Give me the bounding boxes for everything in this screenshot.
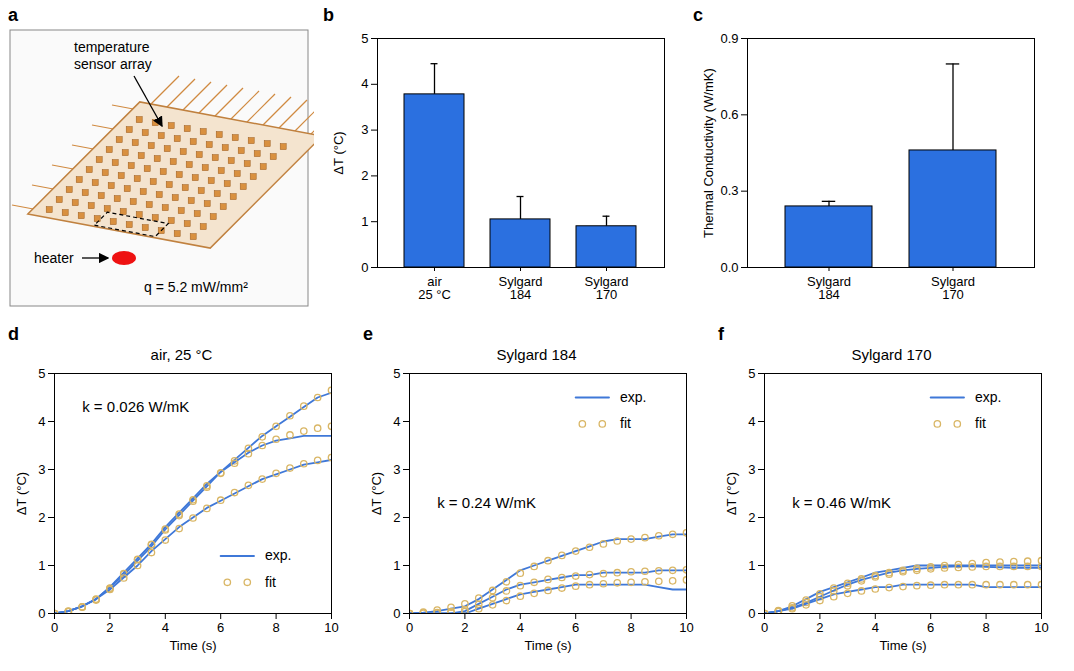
svg-text:Sylgard170: Sylgard170 — [931, 274, 975, 302]
svg-text:4: 4 — [361, 76, 368, 91]
svg-text:0: 0 — [51, 620, 58, 635]
html-text:Sylgard 184: Sylgard 184 — [496, 346, 577, 363]
svg-text:1: 1 — [361, 214, 368, 229]
svg-text:0: 0 — [761, 620, 768, 635]
svg-text:1: 1 — [38, 558, 45, 573]
html-text:f: f — [718, 324, 724, 344]
svg-text:fit: fit — [620, 415, 631, 431]
svg-text:0.3: 0.3 — [720, 183, 738, 198]
svg-text:0: 0 — [748, 606, 755, 621]
svg-text:Sylgard170: Sylgard170 — [584, 274, 628, 302]
svg-text:8: 8 — [272, 620, 279, 635]
svg-text:0: 0 — [406, 620, 413, 635]
svg-text:10: 10 — [324, 620, 338, 635]
svg-text:5: 5 — [748, 366, 755, 381]
svg-text:fit: fit — [265, 574, 276, 590]
svg-text:exp.: exp. — [620, 389, 646, 405]
svg-text:5: 5 — [361, 31, 368, 46]
svg-text:2: 2 — [748, 510, 755, 525]
svg-text:4: 4 — [38, 414, 45, 429]
svg-text:2: 2 — [106, 620, 113, 635]
svg-text:5: 5 — [393, 366, 400, 381]
svg-text:0: 0 — [393, 606, 400, 621]
svg-text:6: 6 — [572, 620, 579, 635]
svg-text:Time (s): Time (s) — [879, 638, 926, 653]
svg-text:Thermal Conductivity (W/mK): Thermal Conductivity (W/mK) — [701, 68, 716, 238]
svg-text:0: 0 — [38, 606, 45, 621]
svg-text:air25 °C: air25 °C — [418, 274, 451, 302]
svg-text:sensor array: sensor array — [74, 56, 152, 72]
svg-text:10: 10 — [1034, 620, 1048, 635]
html-text:b: b — [323, 5, 334, 25]
svg-text:2: 2 — [38, 510, 45, 525]
svg-text:8: 8 — [627, 620, 634, 635]
svg-text:heater: heater — [34, 250, 74, 266]
html-text:d: d — [8, 324, 19, 344]
svg-text:4: 4 — [393, 414, 400, 429]
svg-text:exp.: exp. — [975, 389, 1001, 405]
svg-text:3: 3 — [393, 462, 400, 477]
svg-text:0.9: 0.9 — [720, 31, 738, 46]
svg-text:4: 4 — [162, 620, 169, 635]
svg-text:k = 0.46 W/mK: k = 0.46 W/mK — [792, 494, 891, 511]
svg-text:4: 4 — [748, 414, 755, 429]
svg-text:8: 8 — [982, 620, 989, 635]
svg-text:0.0: 0.0 — [720, 260, 738, 275]
svg-text:2: 2 — [393, 510, 400, 525]
svg-text:Time (s): Time (s) — [169, 638, 216, 653]
svg-text:k = 0.026 W/mK: k = 0.026 W/mK — [82, 398, 189, 415]
html-text:e: e — [363, 324, 373, 344]
svg-text:6: 6 — [927, 620, 934, 635]
svg-text:fit: fit — [975, 415, 986, 431]
svg-text:Sylgard184: Sylgard184 — [498, 274, 542, 302]
svg-text:q = 5.2 mW/mm²: q = 5.2 mW/mm² — [144, 279, 248, 295]
svg-text:1: 1 — [393, 558, 400, 573]
svg-text:Time (s): Time (s) — [524, 638, 571, 653]
svg-text:1: 1 — [748, 558, 755, 573]
svg-text:exp.: exp. — [265, 547, 291, 563]
svg-text:k = 0.24 W/mK: k = 0.24 W/mK — [437, 494, 536, 511]
svg-text:4: 4 — [872, 620, 879, 635]
svg-text:2: 2 — [816, 620, 823, 635]
svg-text:ΔT (°C): ΔT (°C) — [331, 131, 346, 174]
html-text:air, 25 °C: air, 25 °C — [150, 346, 213, 363]
svg-text:ΔT (°C): ΔT (°C) — [724, 472, 739, 515]
svg-text:10: 10 — [679, 620, 693, 635]
svg-text:3: 3 — [361, 122, 368, 137]
svg-text:temperature: temperature — [74, 39, 150, 55]
svg-text:0.6: 0.6 — [720, 107, 738, 122]
html-text:c: c — [693, 5, 703, 25]
svg-text:0: 0 — [361, 260, 368, 275]
svg-text:3: 3 — [38, 462, 45, 477]
html-text:Sylgard 170: Sylgard 170 — [851, 346, 932, 363]
svg-text:Sylgard184: Sylgard184 — [807, 274, 851, 302]
svg-text:2: 2 — [361, 168, 368, 183]
svg-text:ΔT (°C): ΔT (°C) — [14, 472, 29, 515]
svg-text:5: 5 — [38, 366, 45, 381]
svg-text:6: 6 — [217, 620, 224, 635]
html-text:a: a — [8, 5, 18, 25]
svg-text:3: 3 — [748, 462, 755, 477]
svg-text:2: 2 — [461, 620, 468, 635]
svg-text:ΔT (°C): ΔT (°C) — [369, 472, 384, 515]
svg-text:4: 4 — [517, 620, 524, 635]
